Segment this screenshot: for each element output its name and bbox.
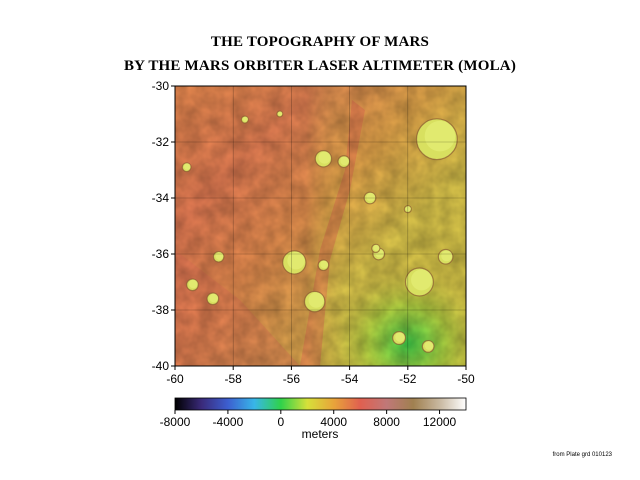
crater-floor xyxy=(308,292,324,308)
colorbar-tick-label: 4000 xyxy=(320,415,347,429)
colorbar-tick-label: -8000 xyxy=(160,415,191,429)
lon-tick-label: -52 xyxy=(399,372,417,386)
lat-tick-label: -38 xyxy=(152,303,170,317)
crater-floor xyxy=(188,279,198,289)
crater-floor xyxy=(340,156,350,166)
crater-floor xyxy=(278,111,283,116)
longitude-axis: -60 -58 -56 -54 -52 -50 xyxy=(166,366,475,386)
elevation-colorbar: -8000 -4000 0 4000 8000 12000 meters xyxy=(160,397,467,441)
crater-floor xyxy=(424,341,434,350)
crater-floor xyxy=(411,269,433,291)
map-title-line2: BY THE MARS ORBITER LASER ALTIMETER (MOL… xyxy=(123,58,517,74)
crater-floor xyxy=(373,244,380,251)
lat-tick-label: -34 xyxy=(152,191,170,205)
latitude-axis: -30 -32 -34 -36 -38 -40 xyxy=(152,79,175,373)
lon-tick-label: -60 xyxy=(166,372,184,386)
crater-floor xyxy=(287,251,305,270)
colorbar-tick-label: 12000 xyxy=(423,415,457,429)
terrain-raster xyxy=(175,86,466,366)
crater-floor xyxy=(366,192,376,202)
lon-tick-label: -54 xyxy=(341,372,359,386)
lon-tick-label: -58 xyxy=(225,372,243,386)
crater-floor xyxy=(395,332,405,342)
lat-tick-label: -32 xyxy=(152,135,170,149)
source-footnote: from Plate grd 010123 xyxy=(552,452,612,458)
crater-floor xyxy=(441,250,453,262)
lon-tick-label: -56 xyxy=(283,372,301,386)
map-frame xyxy=(174,85,467,367)
colorbar-tick-label: 0 xyxy=(277,415,284,429)
lat-tick-label: -36 xyxy=(152,247,170,261)
crater-floor xyxy=(318,151,331,164)
crater-floor xyxy=(320,260,329,269)
colorbar-tick-label: 8000 xyxy=(373,415,400,429)
crater-floor xyxy=(405,206,411,212)
crater-floor xyxy=(209,293,219,303)
lat-tick-label: -30 xyxy=(152,79,170,93)
colorbar-label: meters xyxy=(302,427,339,441)
crater-floor xyxy=(184,163,191,170)
lat-tick-label: -40 xyxy=(152,359,170,373)
crater-floor xyxy=(424,120,456,152)
crater-floor xyxy=(242,116,248,122)
colorbar-tick-label: -4000 xyxy=(213,415,244,429)
lon-tick-label: -50 xyxy=(457,372,475,386)
map-title-line1: THE TOPOGRAPHY OF MARS xyxy=(210,34,430,50)
colorbar-gradient xyxy=(174,397,467,411)
crater-floor xyxy=(215,252,224,260)
